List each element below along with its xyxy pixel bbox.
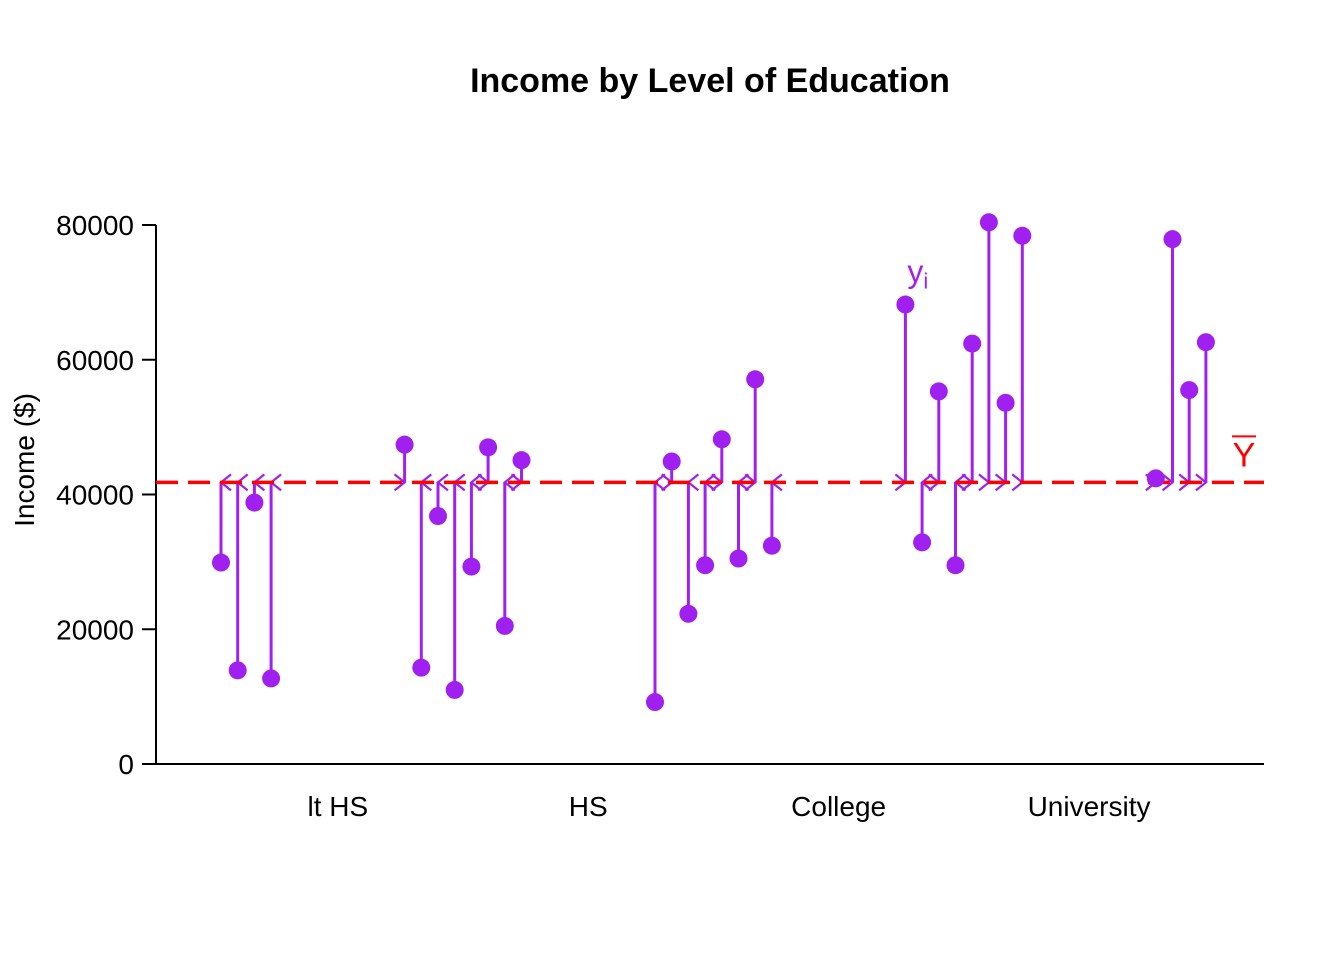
y-ticks: 0 20000 40000 60000 80000 [56,210,156,780]
data-point [729,549,748,568]
data-point [979,213,998,232]
data-point [262,669,281,688]
mean-label: Y [1233,436,1256,474]
point-label: yi [907,254,928,294]
data-point [479,438,498,457]
annotations: yi Y [907,254,1256,474]
data-point [512,451,531,470]
chart-title: Income by Level of Education [470,62,950,100]
data-point [896,295,915,314]
x-tick-label: HS [569,791,608,822]
x-tick-label: University [1028,791,1151,822]
x-tick-label: lt HS [308,791,369,822]
data-point [929,382,948,401]
y-tick-label: 60000 [56,345,134,376]
data-point [679,604,698,623]
x-ticks: lt HS HS College University [308,791,1151,822]
point-label-subscript: i [923,269,928,294]
y-axis-label: Income ($) [9,393,40,527]
data-points [212,213,1215,712]
data-point [212,553,230,572]
data-point [462,557,481,576]
y-tick-label: 20000 [56,614,134,645]
data-point [1163,230,1182,249]
data-point [712,430,731,449]
data-point [646,693,664,712]
data-point [228,661,247,680]
data-point [946,556,965,575]
data-point [1146,469,1165,488]
data-point [1180,381,1199,400]
data-point [1013,226,1032,245]
x-tick-label: College [791,791,886,822]
deviation-arrows [219,222,1208,703]
data-point [662,452,681,471]
data-point [762,536,781,555]
point-label-main: y [907,254,923,290]
data-point [445,680,464,699]
data-point [913,533,932,552]
data-point [1196,333,1215,352]
data-point [429,507,447,526]
y-tick-label: 80000 [56,210,134,241]
data-point [245,493,264,512]
data-point [963,334,982,353]
y-tick-label: 0 [118,749,134,780]
data-point [696,556,715,575]
data-point [412,658,431,677]
data-point [495,616,514,635]
y-tick-label: 40000 [56,480,134,511]
data-point [395,435,414,454]
data-point [746,370,765,389]
data-point [996,393,1015,412]
